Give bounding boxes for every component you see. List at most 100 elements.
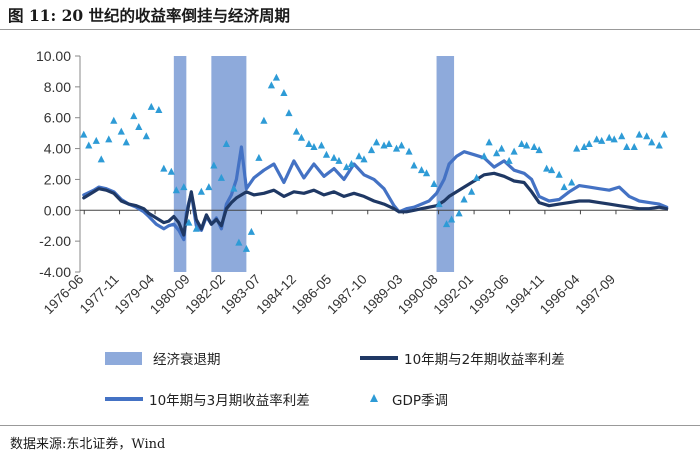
gdp-point [655,141,663,149]
gdp-point [97,155,105,163]
gdp-point [160,164,168,172]
gdp-point [480,152,488,160]
gdp-point [392,144,401,152]
gdp-point [335,156,343,164]
gdp-point [242,244,250,252]
gdp-point [630,143,638,151]
gdp-point [618,132,626,140]
gdp-point [643,132,651,140]
legend-label-10y3m: 10年期与3月期收益率利差 [149,392,310,409]
gdp-point [272,73,281,81]
gdp-point [417,166,426,174]
gdp-point [185,218,193,226]
gdp-point [447,215,456,223]
gdp-point [142,132,150,140]
gdp-point [317,141,326,149]
gdp-point [598,136,606,144]
gdp-point [460,195,468,203]
gdp-point [267,81,276,89]
series-line-10y3m [82,145,669,242]
gdp-point [442,220,451,228]
gdp-point [322,150,331,158]
recession-band-1 [211,56,247,272]
gdp-point [147,102,155,110]
y-tick-label: -4.00 [39,264,71,280]
gdp-point [85,141,93,149]
gdp-point [205,183,213,191]
gdp-point [292,127,301,135]
gdp-point [235,238,243,246]
gdp-point [648,138,656,146]
gdp-point [610,135,618,143]
gdp-point [372,138,381,146]
source-note: 数据来源:东北证券，Wind [10,437,166,452]
gdp-point [172,186,180,194]
gdp-point [397,141,406,149]
legend-marker-gdp [370,394,378,402]
gdp-point [367,146,376,154]
chart-title: 图 11: 20 世纪的收益率倒挂与经济周期 [8,6,291,25]
gdp-point [342,163,351,171]
gdp-point [247,227,255,235]
gdp-point [660,130,668,138]
gdp-point [593,135,601,143]
gdp-point [210,161,218,169]
legend-swatch-recession [105,352,142,365]
legend-label-10y2y: 10年期与2年期收益率利差 [404,351,565,368]
gdp-point [580,143,588,151]
gdp-point [455,209,463,217]
gdp-point [605,133,613,141]
gdp-point [510,147,518,155]
gdp-point [467,187,476,195]
title-divider [0,29,700,30]
gdp-point [180,183,188,191]
gdp-point [435,200,443,208]
gdp-point [167,167,175,175]
gdp-point [297,133,306,141]
gdp-point [530,143,538,151]
gdp-point [222,139,230,147]
gdp-point [518,139,526,147]
gdp-point [217,173,225,181]
source-divider [0,425,700,426]
gdp-point [560,183,568,191]
gdp-point [635,130,643,138]
y-tick-label: 2.00 [44,171,71,187]
gdp-point [523,141,531,149]
gdp-point [310,143,318,151]
gdp-point [80,130,88,138]
gdp-point [130,112,138,120]
gdp-point [230,184,238,192]
gdp-point [105,135,113,143]
gdp-point [548,166,556,174]
gdp-point [498,144,506,152]
gdp-point [505,156,513,164]
gdp-point [543,164,551,172]
legend-label-recession: 经济衰退期 [153,351,221,368]
y-tick-label: 10.00 [36,48,71,64]
y-tick-label: 4.00 [44,141,71,157]
series-line-10y2y [82,171,669,237]
gdp-point [197,187,205,195]
gdp-point [280,89,288,97]
gdp-point [493,149,501,157]
gdp-point [117,127,125,135]
gdp-point [568,178,576,186]
gdp-point [92,136,100,144]
gdp-point [192,224,200,232]
gdp-point [405,147,413,155]
gdp-point [535,146,543,154]
gdp-point [285,109,293,117]
y-tick-label: 8.00 [44,79,71,95]
chart: 10.008.006.004.002.000.00-2.00-4.001976-… [36,48,669,409]
gdp-point [347,160,356,167]
gdp-point [330,153,338,161]
gdp-point [305,139,313,147]
gdp-point [355,152,363,160]
gdp-point [430,180,438,188]
legend-label-gdp: GDP季调 [392,393,448,409]
gdp-point [573,144,581,152]
gdp-points [80,73,668,252]
gdp-point [623,143,631,151]
gdp-point [555,170,563,178]
